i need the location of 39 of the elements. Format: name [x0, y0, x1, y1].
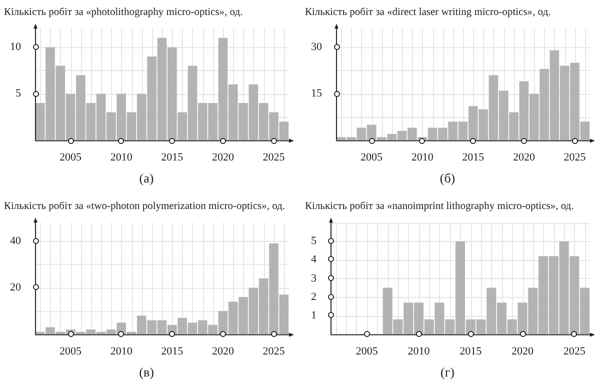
- x-tick-label: 2025: [564, 152, 586, 164]
- y-tick-label: 5: [16, 88, 22, 100]
- x-tick-label: 2005: [60, 152, 82, 164]
- chart-title: Кількість робіт за «two-photon polymerization micro-optics», од.: [4, 200, 285, 212]
- x-tick-label: 2025: [563, 345, 586, 358]
- x-tick-label: 2005: [360, 152, 384, 164]
- y-tick-label: 10: [10, 41, 22, 54]
- y-tick-label: 1: [311, 308, 316, 321]
- x-tick-label: 2020: [512, 345, 534, 358]
- x-tick-label: 2020: [212, 345, 234, 358]
- x-tick-label: 2010: [110, 152, 133, 164]
- text: (б): [440, 170, 456, 186]
- x-tick-label: 2025: [262, 345, 286, 358]
- chart-title: Кількість робіт за «nanoimprint lithography micro-optics», од.: [305, 200, 574, 212]
- chart-title: Кількість робіт за «photolithography micro-optics», од.: [4, 7, 243, 18]
- x-tick-label: 2005: [356, 345, 378, 358]
- chart-title: Кількість робіт за «direct laser writing micro-optics», од.: [305, 7, 551, 18]
- x-tick-label: 2015: [460, 345, 482, 358]
- y-tick-label: 2: [311, 290, 316, 302]
- x-tick-label: 2025: [262, 152, 286, 164]
- x-tick-label: 2020: [212, 152, 234, 164]
- x-tick-label: 2015: [161, 152, 184, 164]
- y-tick-label: 15: [311, 88, 322, 100]
- text: (г): [440, 364, 454, 380]
- y-tick-label: 5: [311, 234, 317, 247]
- y-tick-label: 20: [10, 281, 22, 294]
- x-tick-label: 2015: [161, 345, 184, 358]
- x-tick-label: 2005: [60, 345, 82, 358]
- text: (в): [139, 364, 154, 380]
- x-tick-label: 2010: [411, 152, 434, 164]
- x-tick-label: 2020: [512, 152, 536, 164]
- text: (а): [139, 170, 154, 186]
- y-tick-label: 3: [311, 272, 317, 284]
- x-tick-label: 2015: [462, 152, 485, 164]
- x-tick-label: 2010: [408, 345, 430, 358]
- y-tick-label: 4: [311, 253, 317, 266]
- y-tick-label: 40: [10, 234, 22, 247]
- x-tick-label: 2010: [110, 345, 133, 358]
- y-tick-label: 30: [311, 41, 322, 54]
